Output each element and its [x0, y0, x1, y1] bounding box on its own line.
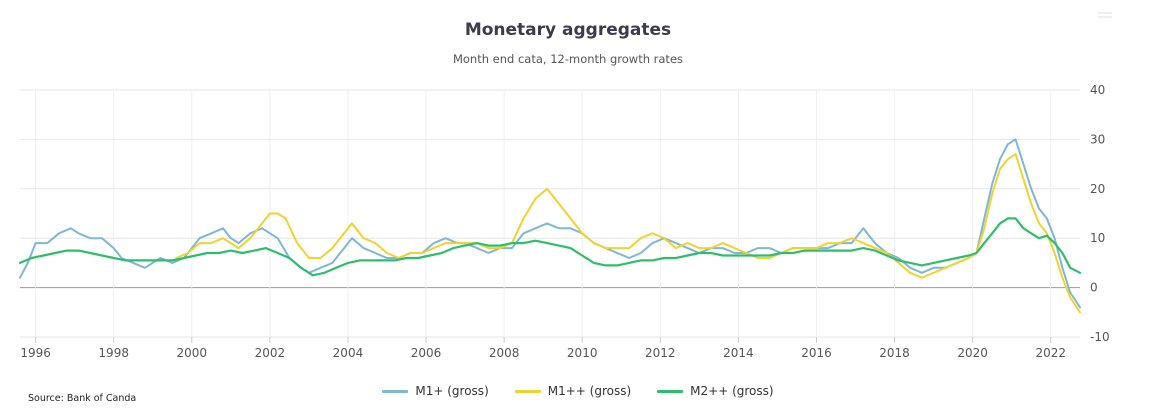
gridlines: [20, 89, 1080, 338]
chart-title: Monetary aggregates: [464, 20, 672, 40]
y-axis-ticks: 40 30 20 10 0 -10: [1090, 83, 1110, 344]
x-tick-label: 2014: [723, 346, 754, 360]
x-tick-label: 1996: [20, 346, 51, 360]
series-line-m2-plusplus[interactable]: [18, 217, 1082, 277]
y-tick-label: 20: [1090, 182, 1105, 196]
x-tick-label: 2004: [333, 346, 364, 360]
x-tick-label: 2010: [567, 346, 598, 360]
x-tick-label: 2012: [645, 346, 676, 360]
chart-subtitle: Month end cata, 12-month growth rates: [452, 52, 684, 66]
legend-swatch-m1-plus: [382, 389, 409, 393]
x-tick-label: 2022: [1035, 346, 1066, 360]
y-tick-label: 30: [1090, 132, 1105, 146]
x-tick-label: 1998: [98, 346, 129, 360]
y-tick-label: 40: [1090, 83, 1105, 97]
y-tick-label: 10: [1090, 231, 1105, 245]
x-tick-label: 2016: [801, 346, 832, 360]
menu-icon[interactable]: [1096, 10, 1114, 20]
x-tick-label: 2002: [255, 346, 286, 360]
legend-label-m1-plus: M1+ (gross): [415, 384, 489, 398]
legend-label-m1-plusplus: M1++ (gross): [547, 384, 632, 398]
legend-swatch-m1-plusplus: [514, 389, 541, 393]
source-note: Source: Bank of Canda: [28, 393, 137, 404]
x-tick-label: 2018: [879, 346, 910, 360]
legend-swatch-m2-plusplus: [657, 389, 684, 393]
legend: M1+ (gross) M1++ (gross) M2++ (gross): [0, 384, 1156, 398]
series-line-m1-plus[interactable]: [19, 138, 1081, 309]
legend-item-m1-plus[interactable]: M1+ (gross): [382, 384, 489, 398]
x-tick-label: 2006: [411, 346, 442, 360]
y-tick-label: 0: [1090, 281, 1098, 295]
legend-label-m2-plusplus: M2++ (gross): [690, 384, 774, 398]
series-lines: [18, 138, 1082, 314]
x-tick-label: 2000: [177, 346, 208, 360]
legend-item-m1-plusplus[interactable]: M1++ (gross): [514, 384, 632, 398]
x-tick-label: 2020: [957, 346, 988, 360]
legend-item-m2-plusplus[interactable]: M2++ (gross): [657, 384, 774, 398]
series-line-m1-plusplus[interactable]: [175, 153, 1081, 314]
x-axis-ticks: 1996 1998 2000 2002 2004 2006 2008 2010 2012 2014…: [20, 337, 1066, 360]
y-tick-label: -10: [1090, 330, 1110, 344]
x-tick-label: 2008: [489, 346, 520, 360]
